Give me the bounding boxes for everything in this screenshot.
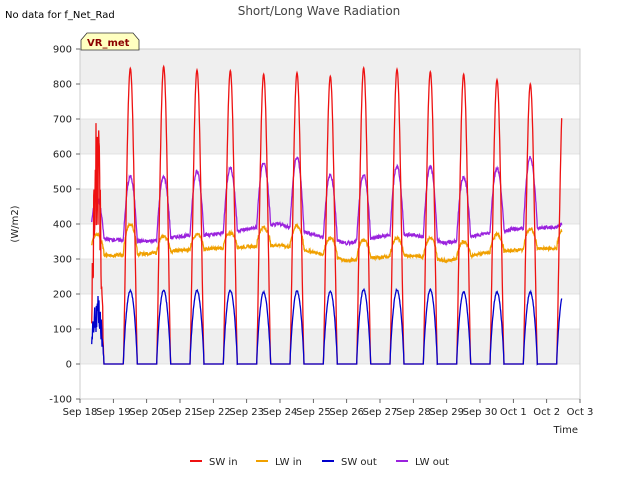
y-tick-label: 100 [53, 325, 72, 336]
legend-item: SW out [322, 457, 377, 468]
y-tick-label: 200 [53, 290, 72, 301]
badge-label: VR_met [87, 38, 130, 49]
y-tick-label: 0 [66, 360, 72, 371]
grid-band [80, 119, 580, 154]
x-tick-label: Oct 3 [567, 407, 594, 418]
x-tick-label: Sep 18 [63, 407, 98, 418]
x-tick-label: Sep 29 [429, 407, 464, 418]
badge-shape [80, 32, 140, 51]
x-tick-label: Sep 25 [296, 407, 331, 418]
legend-label: SW out [341, 457, 377, 468]
legend-item: SW in [190, 457, 238, 468]
y-tick-label: 800 [53, 80, 72, 91]
y-tick-label: -100 [49, 395, 72, 406]
y-tick-label: 600 [53, 150, 72, 161]
legend-item: LW in [256, 457, 302, 468]
x-tick-label: Sep 26 [329, 407, 364, 418]
x-tick-label: Sep 27 [363, 407, 398, 418]
series-line-sw-out [91, 287, 563, 366]
x-tick-label: Sep 22 [196, 407, 231, 418]
legend-item: LW out [396, 457, 449, 468]
grid-band [80, 259, 580, 294]
y-tick-label: 500 [53, 185, 72, 196]
y-axis-ticks: -100 0 100 200 300 400 500 600 700 800 900 [49, 45, 80, 406]
series-line-lw-in [91, 222, 563, 264]
y-tick-label: 700 [53, 115, 72, 126]
y-tick-label: 900 [53, 45, 72, 56]
x-tick-label: Sep 21 [163, 407, 198, 418]
no-data-note: No data for f_Net_Rad [5, 10, 115, 21]
x-tick-label: Sep 20 [129, 407, 164, 418]
grid-band [80, 189, 580, 224]
legend-label: LW out [415, 457, 449, 468]
x-tick-label: Sep 19 [96, 407, 131, 418]
x-tick-label: Sep 23 [229, 407, 264, 418]
legend-label: SW in [209, 457, 238, 468]
grid-band [80, 329, 580, 364]
x-tick-label: Sep 28 [396, 407, 431, 418]
x-tick-label: Sep 24 [263, 407, 298, 418]
chart-title: Short/Long Wave Radiation [238, 4, 401, 18]
y-tick-label: 400 [53, 220, 72, 231]
x-tick-label: Sep 30 [463, 407, 498, 418]
x-axis-label: Time [553, 425, 578, 436]
legend-label: LW in [275, 457, 302, 468]
legend: SW in LW in SW out LW out [190, 457, 449, 468]
plot-area [79, 48, 581, 400]
series-layer [91, 64, 563, 366]
vr-met-badge: VR_met [80, 32, 140, 51]
y-tick-label: 300 [53, 255, 72, 266]
grid-bands [80, 49, 580, 364]
x-tick-label: Oct 1 [500, 407, 527, 418]
y-axis-label: (W/m2) [10, 205, 21, 242]
x-tick-label: Oct 2 [533, 407, 560, 418]
